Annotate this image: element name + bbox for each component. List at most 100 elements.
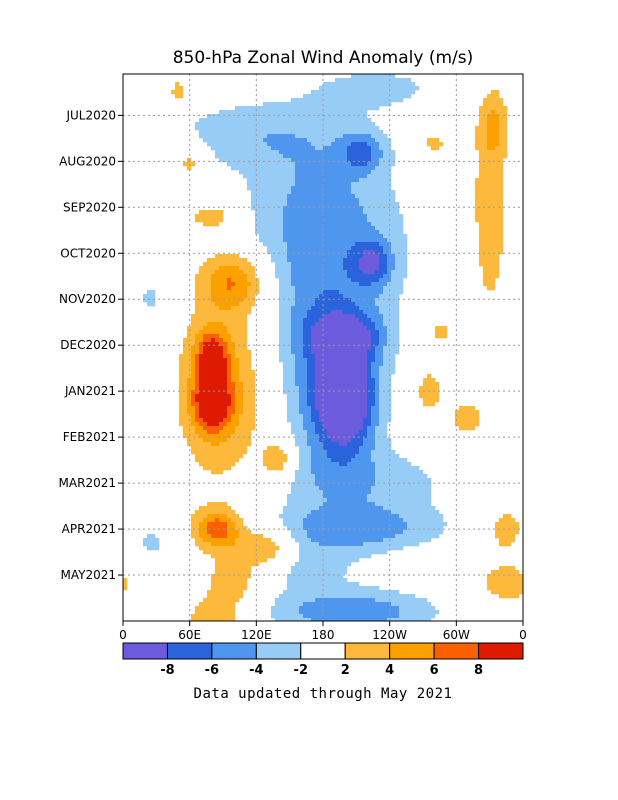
field-cell [367, 418, 372, 423]
field-cell [263, 242, 268, 247]
field-cell [371, 426, 376, 431]
field-cell [199, 374, 204, 379]
field-cell [391, 506, 396, 511]
field-cell [203, 378, 208, 383]
field-cell [187, 406, 192, 411]
field-cell [187, 338, 192, 343]
field-cell [371, 302, 376, 307]
field-cell [287, 254, 292, 259]
field-cell [231, 166, 236, 171]
field-cell [383, 90, 388, 95]
field-cell [375, 274, 380, 279]
field-cell [243, 306, 248, 311]
field-cell [239, 418, 244, 423]
field-cell [387, 514, 392, 519]
field-cell [203, 326, 208, 331]
field-cell [311, 338, 316, 343]
field-cell [427, 138, 432, 143]
field-cell [375, 262, 380, 267]
field-cell [375, 434, 380, 439]
field-cell [255, 166, 260, 171]
field-cell [387, 142, 392, 147]
field-cell [207, 398, 212, 403]
field-cell [383, 194, 388, 199]
field-cell [331, 438, 336, 443]
field-cell [343, 486, 348, 491]
field-cell [227, 118, 232, 123]
field-cell [343, 438, 348, 443]
field-cell [311, 274, 316, 279]
field-cell [495, 230, 500, 235]
field-cell [487, 218, 492, 223]
field-cell [199, 214, 204, 219]
field-cell [299, 282, 304, 287]
field-cell [327, 322, 332, 327]
field-cell [363, 154, 368, 159]
field-cell [259, 166, 264, 171]
field-cell [191, 370, 196, 375]
field-cell [243, 114, 248, 119]
field-cell [255, 138, 260, 143]
field-cell [367, 210, 372, 215]
field-cell [191, 398, 196, 403]
field-cell [323, 230, 328, 235]
field-cell [311, 106, 316, 111]
field-cell [391, 290, 396, 295]
field-cell [303, 186, 308, 191]
field-cell [403, 474, 408, 479]
field-cell [287, 186, 292, 191]
field-cell [491, 110, 496, 115]
field-cell [371, 178, 376, 183]
field-cell [375, 150, 380, 155]
field-cell [407, 514, 412, 519]
field-cell [235, 122, 240, 127]
field-cell [307, 486, 312, 491]
field-cell [335, 178, 340, 183]
field-cell [335, 454, 340, 459]
field-cell [287, 286, 292, 291]
field-cell [383, 278, 388, 283]
field-cell [499, 214, 504, 219]
field-cell [411, 498, 416, 503]
field-cell [379, 146, 384, 151]
field-cell [367, 258, 372, 263]
field-cell [387, 414, 392, 419]
field-cell [215, 462, 220, 467]
field-cell [287, 370, 292, 375]
field-cell [287, 210, 292, 215]
field-cell [387, 270, 392, 275]
field-cell [311, 202, 316, 207]
field-cell [211, 358, 216, 363]
field-cell [367, 274, 372, 279]
field-cell [335, 302, 340, 307]
field-cell [387, 294, 392, 299]
field-cell [203, 270, 208, 275]
field-cell [291, 226, 296, 231]
field-cell [311, 442, 316, 447]
field-cell [383, 154, 388, 159]
field-cell [231, 326, 236, 331]
field-cell [291, 394, 296, 399]
field-cell [307, 122, 312, 127]
field-cell [211, 434, 216, 439]
field-cell [371, 166, 376, 171]
field-cell [311, 130, 316, 135]
field-cell [211, 458, 216, 463]
field-cell [247, 414, 252, 419]
field-cell [247, 382, 252, 387]
field-cell [203, 438, 208, 443]
field-cell [283, 266, 288, 271]
field-cell [343, 270, 348, 275]
field-cell [371, 146, 376, 151]
field-cell [335, 150, 340, 155]
field-cell [187, 326, 192, 331]
field-cell [323, 350, 328, 355]
field-cell [343, 210, 348, 215]
field-cell [191, 406, 196, 411]
field-cell [475, 130, 480, 135]
field-cell [291, 358, 296, 363]
field-cell [323, 126, 328, 131]
field-cell [359, 154, 364, 159]
field-cell [195, 518, 200, 523]
field-cell [355, 206, 360, 211]
